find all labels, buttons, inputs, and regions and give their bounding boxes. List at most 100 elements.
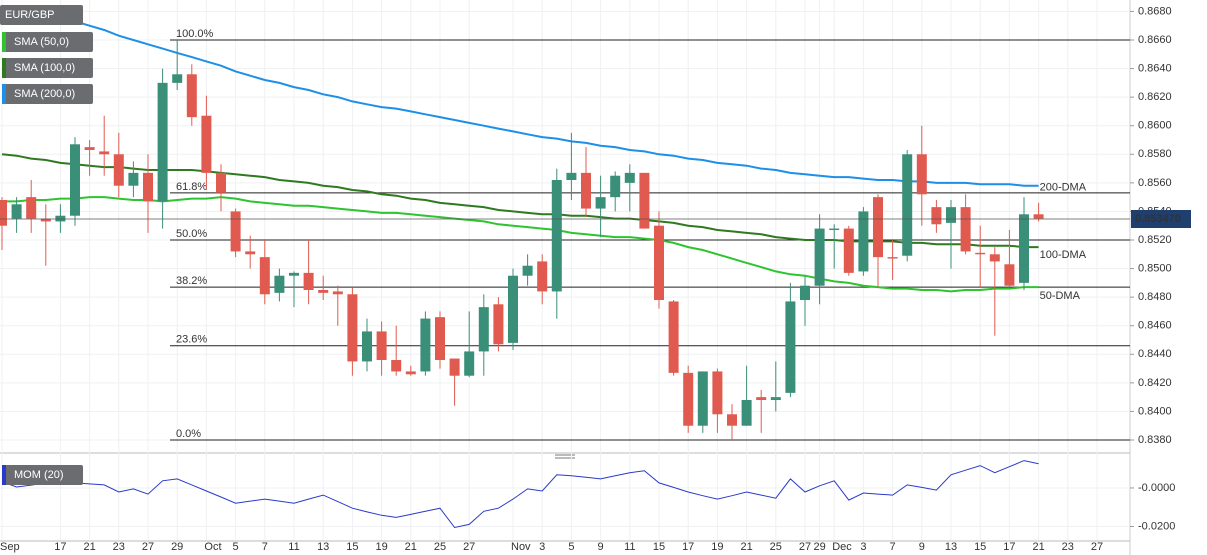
candle-body [741, 400, 752, 426]
y-tick-label: 0.8520 [1138, 234, 1172, 246]
candle-body [26, 197, 37, 219]
candle-body [99, 151, 110, 155]
candle-body [493, 304, 504, 345]
fib-label: 38.2% [176, 275, 207, 287]
candle-body [70, 144, 80, 216]
y-tick-label: 0.8400 [1138, 405, 1172, 417]
candle-body [391, 360, 402, 372]
x-tick-label: 27 [463, 541, 475, 553]
x-tick-label: 5 [233, 541, 239, 553]
legend-label: MOM (20) [14, 469, 64, 481]
candle-body [960, 207, 971, 252]
candle-body [595, 197, 606, 209]
candle-body [11, 204, 22, 219]
candle-body [668, 301, 679, 373]
y-tick-label: 0.8460 [1138, 320, 1172, 332]
fib-label: 0.0% [176, 428, 201, 440]
x-tick-label: 21 [83, 541, 95, 553]
fib-label: 50.0% [176, 228, 207, 240]
candle-body [143, 172, 153, 202]
x-tick-label: 17 [54, 541, 66, 553]
series-line [1, 6, 1039, 187]
candle-body [756, 397, 767, 400]
candle-body [873, 197, 883, 258]
y-tick-label: 0.8500 [1138, 262, 1172, 274]
candle-body [989, 254, 1000, 262]
candle-body [318, 290, 329, 293]
candle-body [697, 371, 708, 426]
candle-body [814, 228, 825, 286]
fib-label: 61.8% [176, 181, 207, 193]
candle-body [172, 74, 183, 83]
candle-body [727, 414, 737, 426]
x-tick-label: 19 [375, 541, 387, 553]
fib-label: 23.6% [176, 334, 207, 346]
last-price-box [1131, 210, 1191, 228]
y-tick-label: 0.8440 [1138, 348, 1172, 360]
x-tick-label: Oct [204, 541, 221, 553]
candle-body [0, 200, 7, 226]
candle-body [362, 331, 372, 362]
candle-body [478, 307, 489, 352]
candle-body [785, 301, 796, 393]
y-tick-label: -0.0000 [1138, 482, 1175, 494]
legend-label: SMA (100,0) [14, 62, 75, 74]
x-tick-label: 13 [945, 541, 957, 553]
candle-body [931, 207, 942, 225]
y-tick-label: 0.8640 [1138, 62, 1172, 74]
x-tick-label: 9 [919, 541, 925, 553]
candle-body [551, 180, 562, 292]
legend-swatch [2, 58, 6, 78]
candle-body [420, 318, 431, 372]
legend-box [2, 32, 93, 52]
candle-body [245, 251, 256, 255]
legend-box [2, 58, 93, 78]
candle-body [566, 172, 577, 180]
candle-body [259, 257, 270, 295]
candle-body [887, 257, 898, 259]
x-tick-label: 13 [317, 541, 329, 553]
x-tick-label: 23 [113, 541, 125, 553]
x-tick-label: 17 [1003, 541, 1015, 553]
y-tick-label: 0.8420 [1138, 377, 1172, 389]
candle-body [902, 154, 913, 256]
x-tick-label: 29 [813, 541, 825, 553]
candle-body [332, 291, 343, 295]
series-line [2, 196, 1039, 293]
x-tick-label: 23 [1062, 541, 1074, 553]
candle-body [201, 115, 212, 173]
x-tick-label: 15 [346, 541, 358, 553]
candle-body [624, 172, 635, 183]
candle-body [303, 272, 314, 290]
y-tick-label: 0.8620 [1138, 91, 1172, 103]
x-tick-label: 7 [262, 541, 268, 553]
candle-body [40, 218, 51, 222]
x-tick-label: 25 [434, 541, 446, 553]
candle-body [230, 211, 241, 252]
last-price-label: 0.853470 [1135, 213, 1181, 225]
candle-body [946, 207, 956, 223]
candle-body [157, 82, 168, 202]
candle-body [464, 351, 475, 376]
candle-body [376, 331, 387, 360]
candle-body [858, 211, 869, 272]
x-tick-label: 7 [890, 541, 896, 553]
candle-body [128, 172, 139, 186]
candle-body [712, 371, 723, 415]
candle-body [829, 228, 840, 230]
x-tick-label: 29 [171, 541, 183, 553]
y-tick-label: 0.8580 [1138, 148, 1172, 160]
y-tick-label: 0.8380 [1138, 434, 1172, 446]
candle-body [916, 154, 927, 195]
y-tick-label: 0.8480 [1138, 291, 1172, 303]
legend-label: SMA (50,0) [14, 36, 69, 48]
x-tick-label: 19 [711, 541, 723, 553]
candle-body [274, 275, 285, 293]
legend-box [2, 84, 93, 104]
candle-body [975, 252, 986, 255]
x-tick-label: 11 [624, 541, 635, 553]
x-tick-label: Nov [511, 541, 531, 553]
symbol-label: EUR/GBP [5, 9, 55, 21]
x-tick-label: 27 [1091, 541, 1103, 553]
